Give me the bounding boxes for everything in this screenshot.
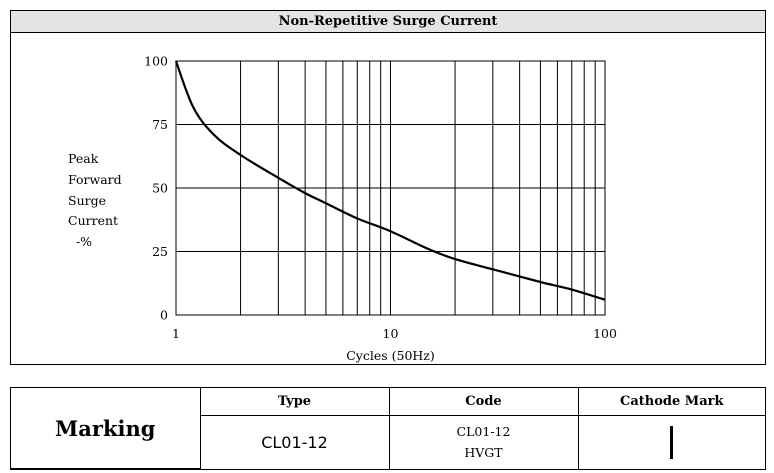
x-tick-label: 1 bbox=[172, 326, 180, 341]
plot-area-border bbox=[175, 60, 606, 316]
code-value: CL01-12 HVGT bbox=[388, 415, 579, 469]
y-axis-label: Peak Forward Surge Current -% bbox=[68, 149, 122, 253]
x-tick-label: 10 bbox=[383, 326, 399, 341]
y-axis-label-line: -% bbox=[68, 234, 93, 250]
marking-label: Marking bbox=[11, 388, 201, 469]
surge-current-chart: 0 25 50 75 100 1 10 100 Cycles (50Hz) Non-Repeti… bbox=[10, 10, 766, 365]
code-line: CL01-12 bbox=[456, 424, 511, 440]
cathode-mark-cell bbox=[577, 415, 765, 469]
code-header: Code bbox=[388, 388, 579, 416]
marking-table: Marking Type Code Cathode Mark CL01-12 C… bbox=[11, 388, 765, 469]
x-tick-label: 100 bbox=[593, 326, 617, 341]
chart-canvas: 0 25 50 75 100 1 10 100 Cycles (50Hz) bbox=[144, 54, 617, 364]
y-tick-label: 0 bbox=[160, 308, 168, 323]
y-axis-label-line: Forward bbox=[68, 171, 122, 187]
chart-title: Non-Repetitive Surge Current bbox=[11, 11, 765, 33]
type-header: Type bbox=[199, 388, 390, 416]
cathode-mark-header: Cathode Mark bbox=[577, 388, 765, 416]
code-line: HVGT bbox=[464, 445, 503, 461]
y-tick-label: 75 bbox=[152, 117, 168, 132]
y-axis-label-line: Surge bbox=[68, 192, 106, 208]
cathode-mark-icon bbox=[670, 425, 674, 459]
y-axis-label-line: Current bbox=[68, 213, 119, 229]
y-tick-label: 25 bbox=[152, 244, 168, 259]
type-value: CL01-12 bbox=[200, 415, 390, 469]
y-tick-label: 100 bbox=[144, 54, 168, 69]
x-axis-label: Cycles (50Hz) bbox=[346, 348, 435, 363]
marking-section: Marking Type Code Cathode Mark CL01-12 C… bbox=[10, 387, 766, 470]
surge-current-curve bbox=[174, 60, 606, 301]
y-tick-label: 50 bbox=[152, 181, 168, 196]
y-axis-label-line: Peak bbox=[68, 151, 99, 166]
